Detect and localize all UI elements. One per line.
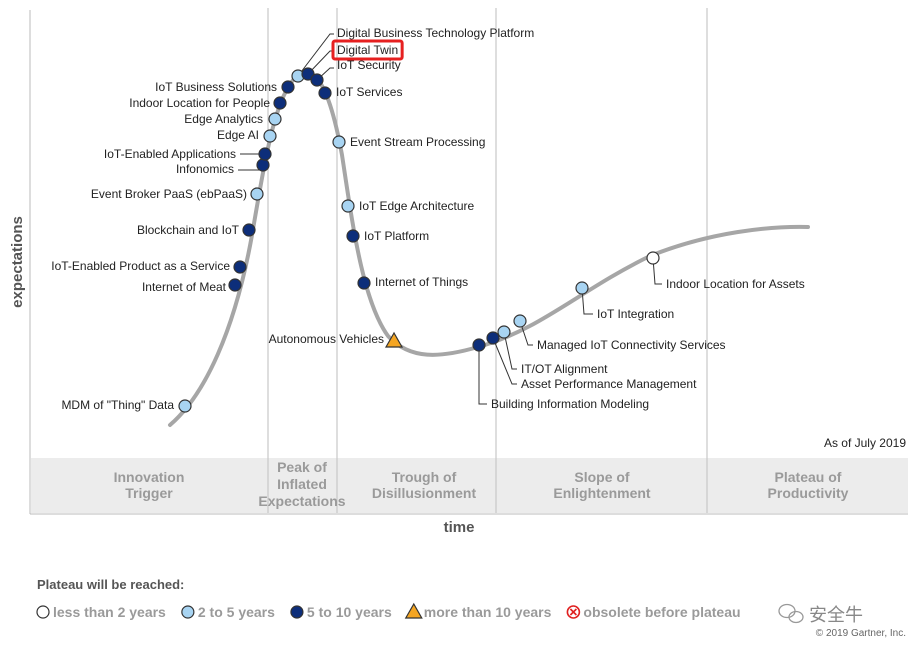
legend-label-lt2: less than 2 years: [53, 604, 166, 620]
label-iot-platform: IoT Platform: [364, 229, 429, 243]
point-event-stream-processing: [332, 135, 346, 149]
leader-it-ot-alignment: [503, 331, 517, 370]
point-infonomics: [256, 158, 270, 172]
hype-curve: [168, 70, 810, 427]
label-it-ot-alignment: IT/OT Alignment: [521, 362, 608, 376]
label-iot-business-solutions: IoT Business Solutions: [155, 80, 277, 94]
label-mdm-of-thing-data: MDM of "Thing" Data: [61, 398, 174, 412]
point-iot-edge-architecture: [341, 199, 355, 213]
digital-twin-highlight-box: [331, 39, 404, 61]
label-event-stream-processing: Event Stream Processing: [350, 135, 485, 149]
phase-label-plateau-of-productivity-line-1: Plateau of: [775, 469, 842, 485]
legend-marker-5to10: [290, 605, 304, 619]
point-iot-integration: [575, 281, 589, 295]
point-blockchain-and-iot: [242, 223, 256, 237]
point-iot-platform: [346, 229, 360, 243]
label-internet-of-things: Internet of Things: [375, 275, 468, 289]
point-digital-twin: [301, 67, 315, 81]
point-iot-business-solutions: [281, 80, 295, 94]
label-internet-of-meat: Internet of Meat: [142, 280, 227, 294]
leader-iot-integration: [581, 287, 593, 315]
phase-dividers: [267, 8, 708, 513]
leader-asset-performance-management: [492, 337, 517, 385]
as-of-date: As of July 2019: [824, 436, 906, 450]
label-iot-enabled-applications: IoT-Enabled Applications: [104, 147, 236, 161]
watermark: 安全牛: [778, 603, 863, 626]
leader-digital-business-technology-platform: [297, 33, 334, 77]
legend-marker-lt2: [36, 605, 50, 619]
label-edge-ai: Edge AI: [217, 128, 259, 142]
point-iot-security: [310, 73, 324, 87]
label-autonomous-vehicles: Autonomous Vehicles: [269, 332, 384, 346]
phase-label-innovation-trigger-line-2: Trigger: [125, 485, 173, 501]
leader-managed-iot-connectivity-services: [519, 320, 533, 346]
phase-label-plateau-of-productivity-line-2: Productivity: [768, 485, 849, 501]
phase-label-peak-of-inflated-expectations-line-3: Expectations: [258, 493, 345, 509]
technology-labels: MDM of "Thing" Data Internet of Meat IoT-E…: [51, 26, 805, 412]
label-indoor-location-for-assets: Indoor Location for Assets: [666, 277, 805, 291]
label-indoor-location-for-people: Indoor Location for People: [129, 96, 270, 110]
point-mdm-of-thing-data: [178, 399, 192, 413]
legend-label-5to10: 5 to 10 years: [307, 604, 392, 620]
label-managed-iot-connectivity-services: Managed IoT Connectivity Services: [537, 338, 726, 352]
legend: less than 2 years 2 to 5 years 5 to 10 yea…: [36, 602, 741, 620]
point-edge-ai: [263, 129, 277, 143]
label-iot-enabled-product-as-a-service: IoT-Enabled Product as a Service: [51, 259, 230, 273]
legend-label-obsolete: obsolete before plateau: [583, 604, 740, 620]
label-digital-twin: Digital Twin: [337, 43, 398, 57]
label-iot-integration: IoT Integration: [597, 307, 674, 321]
point-internet-of-meat: [228, 278, 242, 292]
point-iot-enabled-product-as-a-service: [233, 260, 247, 274]
phase-label-trough-of-disillusionment-line-2: Disillusionment: [372, 485, 477, 501]
leader-lines: [238, 33, 662, 405]
point-building-information-modeling: [472, 338, 486, 352]
point-internet-of-things: [357, 276, 371, 290]
label-event-broker-paas-ebpaas: Event Broker PaaS (ebPaaS): [91, 187, 247, 201]
phase-label-peak-of-inflated-expectations-line-1: Peak of: [277, 459, 327, 475]
leader-indoor-location-for-assets: [652, 257, 662, 285]
phase-label-slope-of-enlightenment-line-1: Slope of: [574, 469, 630, 485]
wechat-icon: [778, 603, 804, 624]
leader-building-information-modeling: [478, 345, 487, 405]
label-iot-security: IoT Security: [337, 58, 401, 72]
legend-label-2to5: 2 to 5 years: [198, 604, 275, 620]
point-indoor-location-for-people: [273, 96, 287, 110]
label-building-information-modeling: Building Information Modeling: [491, 397, 649, 411]
y-axis-label: expectations: [9, 216, 26, 308]
point-iot-enabled-applications: [258, 147, 272, 161]
x-axis-label: time: [444, 519, 475, 536]
label-digital-business-technology-platform: Digital Business Technology Platform: [337, 26, 534, 40]
label-iot-services: IoT Services: [336, 85, 402, 99]
legend-marker-gt10: [404, 602, 423, 619]
label-asset-performance-management: Asset Performance Management: [521, 377, 697, 391]
point-iot-services: [318, 86, 332, 100]
legend-title: Plateau will be reached:: [37, 577, 184, 592]
legend-label-gt10: more than 10 years: [424, 604, 552, 620]
legend-marker-2to5: [181, 605, 195, 619]
label-iot-edge-architecture: IoT Edge Architecture: [359, 199, 475, 213]
phase-label-peak-of-inflated-expectations-line-2: Inflated: [277, 476, 327, 492]
point-edge-analytics: [268, 112, 282, 126]
copyright: © 2019 Gartner, Inc.: [816, 628, 906, 639]
point-it-ot-alignment: [497, 325, 511, 339]
label-blockchain-and-iot: Blockchain and IoT: [137, 223, 240, 237]
point-managed-iot-connectivity-services: [513, 314, 527, 328]
label-edge-analytics: Edge Analytics: [184, 112, 263, 126]
point-asset-performance-management: [486, 331, 500, 345]
phase-band: [31, 458, 908, 513]
phase-label-slope-of-enlightenment-line-2: Enlightenment: [553, 485, 651, 501]
phase-label-trough-of-disillusionment-line-1: Trough of: [392, 469, 457, 485]
legend-marker-obsolete: [566, 605, 581, 619]
label-infonomics: Infonomics: [176, 162, 234, 176]
point-indoor-location-for-assets: [646, 251, 660, 265]
point-event-broker-paas-ebpaas: [250, 187, 264, 201]
technology-points: [178, 67, 660, 413]
phase-label-innovation-trigger-line-1: Innovation: [114, 469, 185, 485]
watermark-text: 安全牛: [809, 605, 863, 626]
point-autonomous-vehicles: [384, 331, 404, 348]
